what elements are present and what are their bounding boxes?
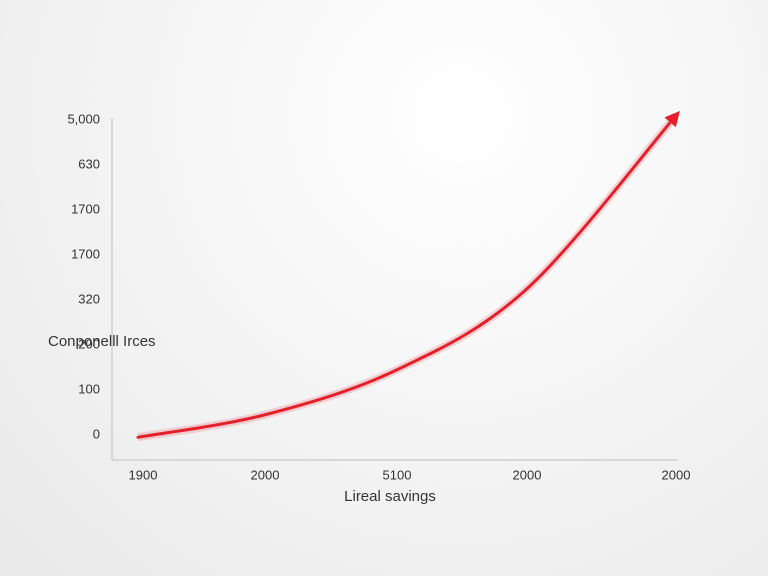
x-tick-label: 1900 (129, 467, 158, 482)
x-tick-label: 5100 (383, 467, 412, 482)
x-tick-label: 2000 (513, 467, 542, 482)
x-tick-label: 2000 (251, 467, 280, 482)
y-tick-label: 630 (78, 156, 100, 171)
y-tick-label: 320 (78, 291, 100, 306)
y-tick-label: 100 (78, 381, 100, 396)
y-axis-title: Conponelll Irces (48, 333, 156, 350)
x-tick-label: 2000 (662, 467, 691, 482)
y-tick-label: 1700 (71, 246, 100, 261)
line-glow (137, 112, 680, 442)
y-tick-label: 5,000 (67, 111, 100, 126)
y-tick-label: 200 (78, 336, 100, 351)
y-tick-label: 1700 (71, 201, 100, 216)
x-axis-title: Lireal savings (344, 488, 436, 505)
line (136, 110, 680, 439)
y-tick-label: 0 (93, 426, 100, 441)
